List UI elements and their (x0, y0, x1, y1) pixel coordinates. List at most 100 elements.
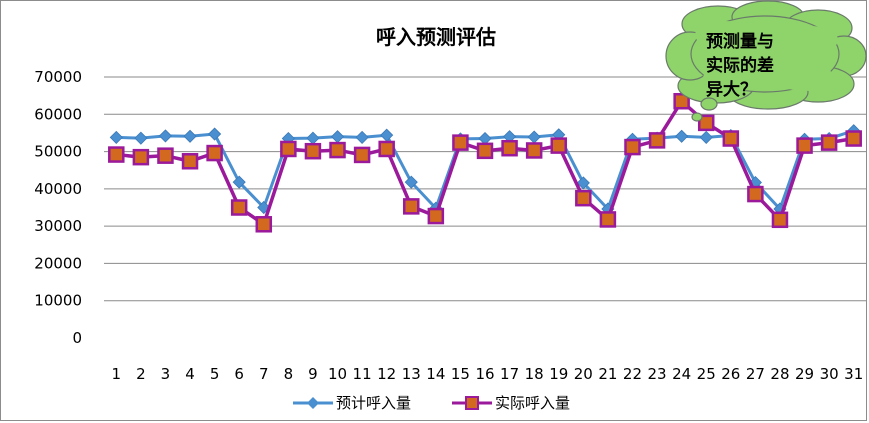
data-point (476, 142, 494, 160)
data-point (699, 130, 713, 144)
y-tick-label: 70000 (34, 68, 82, 86)
x-tick-label: 3 (161, 365, 171, 383)
x-tick-label: 9 (308, 365, 318, 383)
data-point (304, 142, 322, 160)
x-tick-label: 19 (549, 365, 568, 383)
data-point (255, 216, 273, 233)
data-point (452, 134, 469, 151)
data-point (427, 207, 445, 225)
data-point (747, 185, 764, 203)
x-tick-label: 31 (844, 365, 863, 383)
data-point (796, 137, 813, 154)
data-point (673, 92, 690, 110)
x-tick-label: 11 (353, 365, 372, 383)
callout-text-line: 实际的差 (706, 55, 774, 76)
data-point (134, 131, 148, 145)
data-point (403, 198, 420, 215)
data-point (575, 189, 592, 207)
data-point (675, 129, 689, 143)
x-tick-label: 30 (820, 365, 839, 383)
data-point (329, 141, 346, 159)
y-tick-label: 60000 (34, 105, 82, 123)
data-point (820, 134, 838, 151)
y-tick-label: 30000 (34, 217, 82, 235)
data-point (576, 176, 590, 190)
x-axis-ticks: 1 2 3 4 5 6 7 8 9 10 11 12 13 14 15 16 17 18 19 20 21 22 23 24 2… (112, 365, 864, 383)
x-tick-label: 15 (451, 365, 470, 383)
legend-item: 预计呼入量 (293, 394, 411, 412)
callout-bubble (700, 97, 718, 111)
data-point (158, 129, 173, 143)
data-point (624, 138, 641, 156)
legend-label: 预计呼入量 (336, 394, 411, 412)
data-point (108, 146, 125, 163)
data-point (355, 130, 369, 144)
x-tick-label: 6 (234, 365, 244, 383)
data-point (378, 140, 395, 158)
x-tick-label: 26 (721, 365, 740, 383)
y-tick-label: 40000 (34, 180, 82, 198)
x-tick-label: 24 (672, 365, 691, 383)
data-point (501, 139, 518, 157)
x-tick-label: 14 (426, 365, 445, 383)
data-point (232, 175, 246, 189)
chart-title: 呼入预测评估 (376, 25, 496, 49)
x-tick-label: 1 (112, 365, 122, 383)
legend-label: 实际呼入量 (495, 394, 570, 412)
y-tick-label: 0 (72, 329, 82, 347)
data-point (230, 199, 248, 216)
x-tick-label: 28 (770, 365, 789, 383)
data-point (648, 132, 666, 149)
data-point (845, 130, 862, 147)
x-tick-label: 2 (136, 365, 146, 383)
callout-text-line: 预测量与 (706, 31, 774, 52)
data-point (353, 146, 371, 164)
series-actual (108, 92, 862, 233)
legend: 预计呼入量 实际呼入量 (293, 394, 570, 412)
data-point (722, 130, 740, 147)
x-tick-label: 23 (648, 365, 667, 383)
callout-cloud (665, 0, 867, 122)
data-point (183, 129, 197, 143)
y-tick-label: 50000 (34, 143, 82, 161)
legend-swatch-marker (307, 397, 319, 409)
y-tick-label: 20000 (34, 254, 82, 272)
callout-bubble (691, 112, 703, 122)
data-point (525, 142, 543, 159)
data-point (697, 114, 715, 132)
x-tick-label: 7 (259, 365, 269, 383)
callout-text-line: 异大？ (706, 79, 757, 100)
y-tick-label: 10000 (34, 292, 82, 310)
x-tick-label: 18 (525, 365, 544, 383)
data-point (771, 211, 789, 229)
x-tick-label: 12 (377, 365, 396, 383)
data-point (132, 148, 150, 166)
data-point (109, 130, 123, 144)
data-point (280, 140, 297, 158)
legend-item: 实际呼入量 (452, 394, 570, 412)
x-tick-label: 20 (574, 365, 593, 383)
data-point (181, 153, 199, 170)
data-point (404, 175, 418, 189)
x-tick-label: 22 (623, 365, 642, 383)
x-tick-label: 8 (284, 365, 294, 383)
x-tick-label: 4 (185, 365, 195, 383)
series-layer (108, 92, 862, 233)
legend-swatch-marker (465, 396, 479, 410)
data-point (550, 137, 567, 154)
y-axis-ticks: 0 10000 20000 30000 40000 50000 60000 70000 (34, 68, 82, 347)
data-point (208, 127, 222, 141)
data-point (599, 211, 617, 228)
x-tick-label: 16 (475, 365, 494, 383)
x-tick-label: 17 (500, 365, 519, 383)
x-tick-label: 21 (598, 365, 617, 383)
x-tick-label: 27 (746, 365, 765, 383)
x-tick-label: 10 (328, 365, 347, 383)
x-tick-label: 29 (795, 365, 814, 383)
data-point (157, 147, 174, 164)
x-tick-label: 25 (697, 365, 716, 383)
x-tick-label: 13 (402, 365, 421, 383)
